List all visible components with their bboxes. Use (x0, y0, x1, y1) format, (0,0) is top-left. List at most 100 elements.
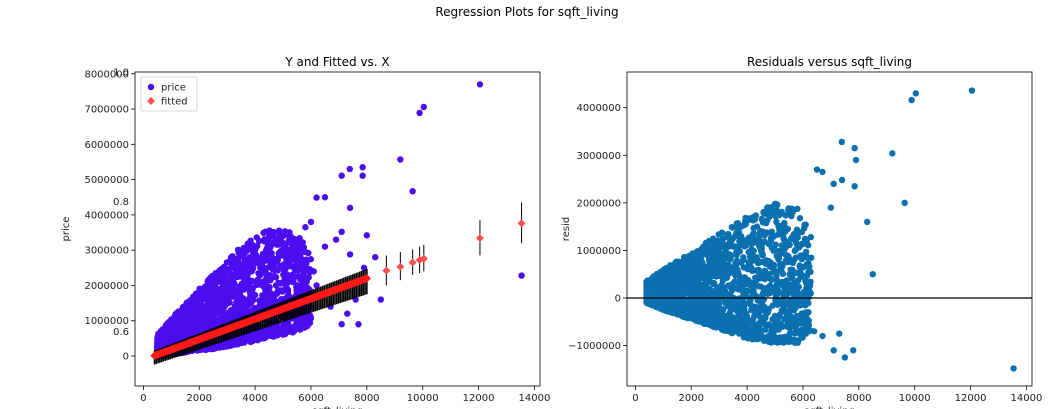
data-point (694, 314, 701, 321)
data-point (715, 296, 723, 303)
data-point (793, 312, 800, 320)
data-point (416, 109, 423, 117)
data-point (669, 306, 676, 314)
data-point (305, 274, 312, 281)
data-point (182, 302, 189, 309)
data-point (236, 286, 243, 294)
data-point (727, 329, 735, 336)
data-point (706, 256, 714, 263)
x-tick-label: 12000 (463, 393, 495, 404)
data-point (195, 300, 202, 307)
data-point (663, 277, 670, 284)
data-point (295, 325, 302, 332)
data-point (716, 305, 724, 312)
data-point (249, 265, 257, 272)
data-point (231, 305, 238, 312)
data-point (346, 204, 354, 212)
data-point (793, 239, 800, 246)
data-point (237, 295, 244, 302)
y-tick-label: 1000000 (576, 246, 621, 257)
data-point (675, 307, 682, 314)
data-point (241, 301, 249, 308)
data-point (247, 293, 255, 300)
legend-box (140, 76, 198, 112)
data-point (236, 261, 243, 269)
data-point (777, 250, 784, 257)
data-point (679, 274, 686, 281)
data-point (355, 321, 362, 328)
data-point (709, 261, 717, 268)
overlay-y-tick-label: 0.6 (113, 327, 129, 338)
data-point (661, 271, 668, 278)
data-point (749, 238, 756, 245)
fitted-point (517, 219, 526, 228)
data-point (643, 278, 650, 285)
data-point (190, 295, 197, 302)
overlay-y-tick-label: 1.0 (113, 68, 129, 79)
data-point (777, 300, 784, 307)
data-point (869, 270, 876, 278)
data-point (724, 232, 731, 240)
y-axis-label: price (61, 217, 72, 242)
data-point (838, 138, 845, 146)
data-point (699, 314, 706, 321)
x-tick-label: 4000 (734, 393, 759, 404)
legend-marker-price (147, 83, 155, 91)
data-point (518, 272, 525, 279)
data-point (195, 309, 202, 316)
fitted-line (150, 274, 372, 360)
data-point (173, 323, 180, 331)
data-point (263, 287, 270, 294)
fitted-point (396, 262, 405, 271)
data-point (712, 317, 719, 324)
x-tick-label: 6000 (790, 393, 815, 404)
data-point (803, 237, 810, 245)
data-point (168, 337, 175, 344)
y-tick-label: 7000000 (84, 105, 129, 116)
data-point (723, 241, 730, 249)
data-point (233, 299, 240, 306)
data-point (219, 274, 227, 281)
data-point (178, 323, 185, 330)
data-point (234, 341, 241, 348)
fitted-point (475, 234, 484, 243)
data-point (718, 311, 725, 318)
data-point (742, 240, 749, 247)
data-point (765, 240, 773, 248)
data-point (864, 218, 871, 226)
data-point (264, 277, 272, 284)
data-point (802, 221, 809, 228)
data-point (704, 263, 712, 270)
data-point (165, 325, 173, 333)
data-point (787, 329, 794, 337)
data-point (211, 297, 219, 304)
fitted-series (150, 202, 526, 365)
data-point (787, 256, 794, 263)
data-point (709, 235, 717, 242)
data-point (704, 245, 711, 253)
data-point (889, 150, 896, 157)
data-point (397, 156, 404, 163)
fitted-vs-x-plot: 0 2000 4000 6000 8000 10000 12000 1400001000000… (61, 55, 550, 409)
axes-frame (626, 71, 1033, 387)
x-tick-label: 0 (140, 393, 146, 404)
data-point (796, 215, 804, 222)
data-point (819, 332, 826, 340)
x-tick-label: 2000 (679, 393, 704, 404)
data-point (258, 328, 265, 335)
data-point (277, 262, 284, 270)
data-point (762, 326, 769, 333)
data-point (257, 264, 264, 271)
x-tick-label: 10000 (899, 393, 931, 404)
data-point (712, 255, 719, 262)
figure-suptitle: Regression Plots for sqft_living (435, 5, 618, 19)
data-point (261, 293, 268, 300)
data-point (767, 339, 775, 346)
data-point (805, 283, 812, 291)
data-point (791, 330, 799, 337)
data-point (681, 279, 688, 287)
data-point (209, 290, 216, 297)
data-point (269, 254, 276, 261)
x-tick-label: 8000 (354, 393, 379, 404)
data-point (221, 278, 228, 286)
